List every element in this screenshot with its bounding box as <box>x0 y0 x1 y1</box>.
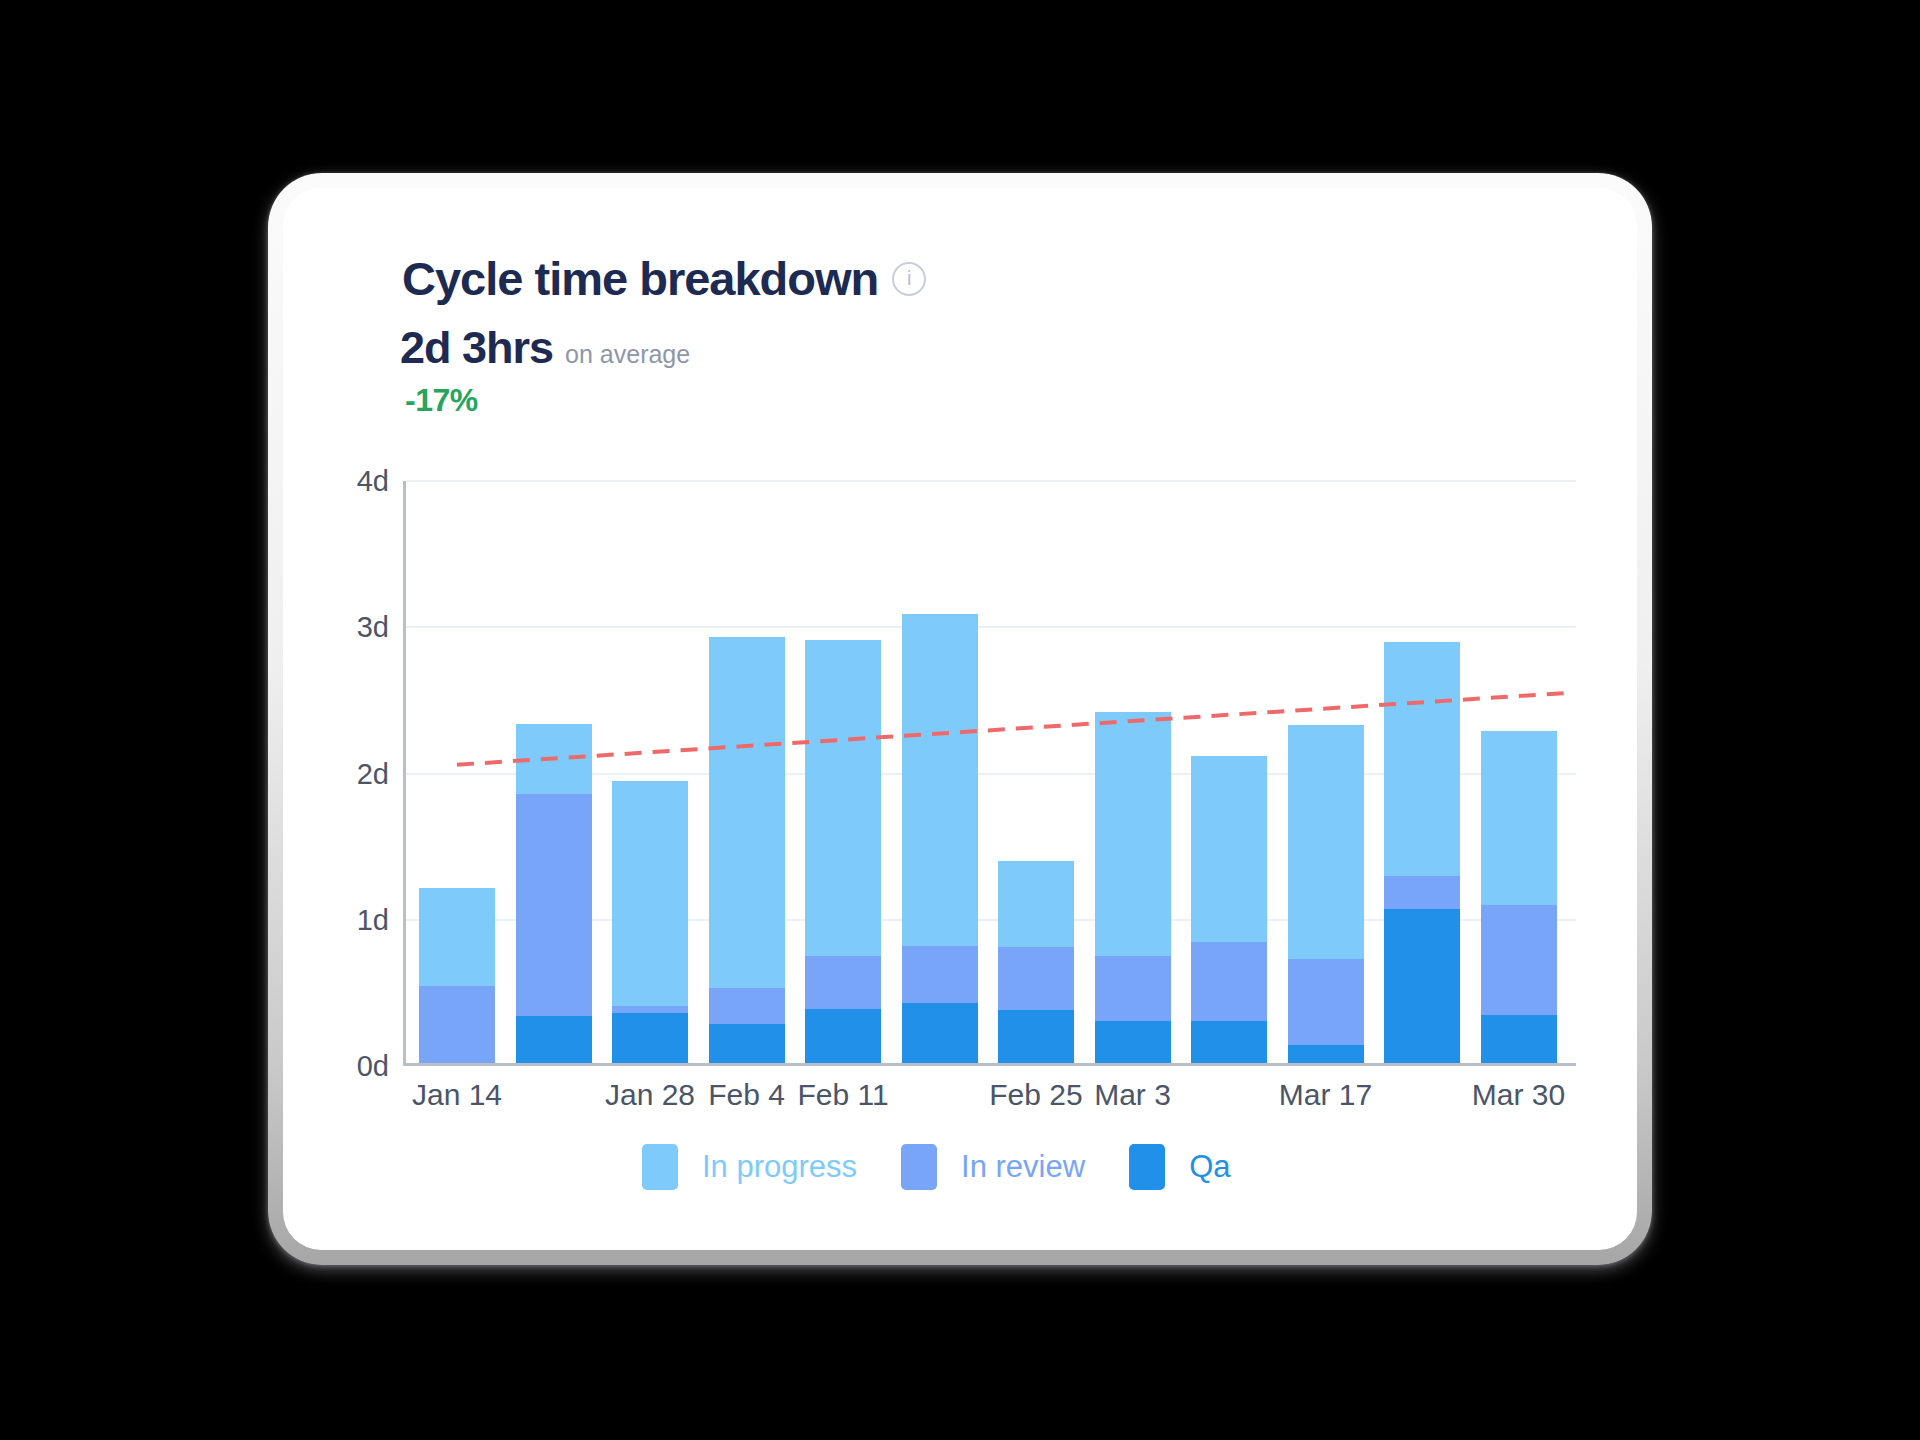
x-axis-label: Feb 11 <box>797 1078 888 1112</box>
average-suffix: on average <box>565 340 690 369</box>
trend-line <box>406 481 1576 1066</box>
card-title: Cycle time breakdown <box>402 251 878 306</box>
info-icon[interactable]: i <box>892 262 926 296</box>
legend-item-in-progress[interactable]: In progress <box>642 1144 857 1190</box>
x-axis-label: Feb 25 <box>989 1078 1082 1112</box>
card-shadow: Cycle time breakdown i 2d 3hrs on averag… <box>268 173 1652 1265</box>
card-header: Cycle time breakdown i <box>402 251 926 306</box>
chart-legend: In progress In review Qa <box>642 1144 1230 1190</box>
average-row: 2d 3hrs on average <box>400 322 690 374</box>
cycle-time-card: Cycle time breakdown i 2d 3hrs on averag… <box>283 188 1637 1250</box>
y-axis-label: 0d <box>357 1050 389 1083</box>
legend-item-in-review[interactable]: In review <box>901 1144 1085 1190</box>
y-axis-label: 2d <box>357 757 389 790</box>
x-axis-label: Mar 3 <box>1094 1078 1171 1112</box>
x-axis-label: Jan 14 <box>412 1078 502 1112</box>
chart-plot-area: 0d1d2d3d4dJan 14Jan 28Feb 4Feb 11Feb 25M… <box>406 481 1576 1066</box>
page-background: Cycle time breakdown i 2d 3hrs on averag… <box>0 0 1920 1440</box>
legend-swatch <box>1129 1144 1165 1190</box>
delta-badge: -17% <box>405 382 478 419</box>
y-axis-label: 3d <box>357 611 389 644</box>
y-axis-label: 1d <box>357 903 389 936</box>
x-axis-label: Mar 17 <box>1279 1078 1372 1112</box>
x-axis-label: Feb 4 <box>708 1078 785 1112</box>
legend-item-qa[interactable]: Qa <box>1129 1144 1230 1190</box>
legend-label: Qa <box>1189 1149 1230 1185</box>
legend-label: In review <box>961 1149 1085 1185</box>
legend-swatch <box>642 1144 678 1190</box>
x-axis-label: Jan 28 <box>605 1078 695 1112</box>
y-axis-label: 4d <box>357 465 389 498</box>
x-axis-label: Mar 30 <box>1472 1078 1565 1112</box>
legend-swatch <box>901 1144 937 1190</box>
average-value: 2d 3hrs <box>400 322 553 374</box>
legend-label: In progress <box>702 1149 857 1185</box>
